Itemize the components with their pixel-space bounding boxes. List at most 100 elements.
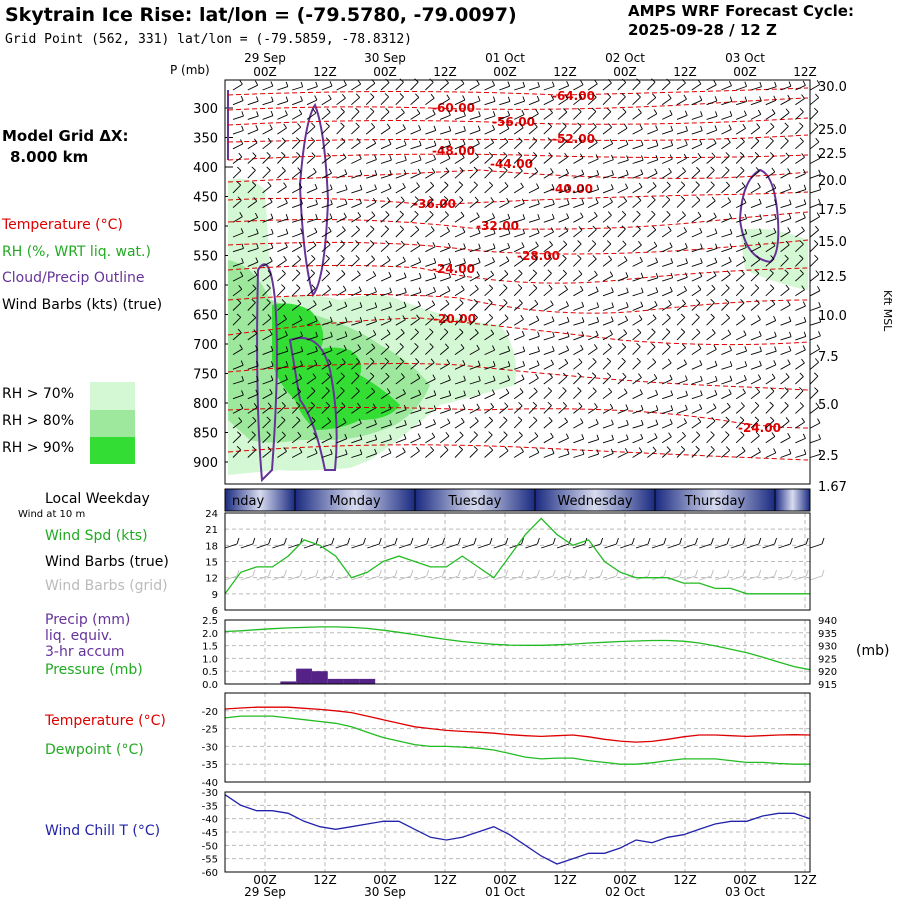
wind-barb-flag xyxy=(784,137,789,142)
wind-barb xyxy=(632,377,642,385)
wind-barb-flag xyxy=(592,387,597,392)
wind-barb-flag xyxy=(670,272,674,278)
wind-barb xyxy=(750,419,760,429)
wind-barb-flag xyxy=(522,346,526,352)
wind-barb-flag xyxy=(325,254,330,259)
wind-barb xyxy=(499,115,510,120)
wind-barb-flag xyxy=(549,373,553,378)
wind-barb xyxy=(647,394,658,400)
wind-barb xyxy=(795,321,807,326)
wind-barb-grid-flag xyxy=(742,569,746,577)
wind-barb xyxy=(410,305,421,311)
wind-barb xyxy=(380,228,389,238)
wind-barb-flag xyxy=(403,404,407,410)
wind-barb-flag xyxy=(473,298,478,304)
wind-barb-flag xyxy=(314,227,318,233)
wind-barb-flag xyxy=(414,210,419,215)
wind-barb xyxy=(469,332,479,341)
wind-barb xyxy=(484,115,496,120)
wind-barb-flag xyxy=(774,346,777,352)
wind-barb xyxy=(809,229,819,238)
wind-chill-tick-label: -50 xyxy=(202,841,218,852)
wind-barb xyxy=(306,405,316,414)
wind-barb xyxy=(765,187,776,194)
wind-barb-flag xyxy=(341,402,346,407)
wind-barb-true-flag xyxy=(616,537,619,545)
wind-barb-flag xyxy=(756,123,761,128)
wind-barb xyxy=(765,86,777,91)
wind-barb xyxy=(543,156,553,164)
wind-barb-flag xyxy=(432,242,436,247)
wind-barb-flag xyxy=(596,449,600,455)
wind-barb xyxy=(735,273,745,282)
wind-barb-flag xyxy=(578,402,583,407)
wind-barb-flag xyxy=(329,345,333,351)
wind-barb-flag xyxy=(787,227,791,232)
wind-barb-flag xyxy=(374,419,377,425)
wind-barb-flag xyxy=(533,122,538,128)
precip-tick-label: 0.5 xyxy=(202,667,218,678)
wind-barb-true-flag xyxy=(457,537,461,545)
wind-barb-flag xyxy=(415,225,420,231)
wind-barb xyxy=(691,156,702,164)
wind-barb-grid xyxy=(367,575,380,581)
wind-barb-flag xyxy=(535,109,539,114)
wind-barb-flag xyxy=(358,418,362,424)
precip-tick-label: 2.5 xyxy=(202,616,218,627)
wind-barb-flag xyxy=(358,330,362,336)
weekday-label: Tuesday xyxy=(448,494,502,509)
wind-barb xyxy=(232,170,242,179)
wind-barb xyxy=(484,247,496,253)
wind-barb-flag xyxy=(711,329,716,334)
wind-barb-flag xyxy=(700,390,703,396)
wind-barb-flag xyxy=(374,448,377,454)
wind-barb xyxy=(365,407,377,414)
wind-barb-flag xyxy=(342,285,347,291)
wind-barb-flag xyxy=(505,256,510,262)
wind-barb xyxy=(469,380,481,385)
bottom-time-label: 12Z xyxy=(793,873,817,887)
wind-barb-flag xyxy=(802,169,806,174)
panel-frame xyxy=(224,619,811,685)
wind-barb xyxy=(395,144,407,150)
wind-barb-flag xyxy=(580,80,584,86)
wind-barb-flag xyxy=(504,314,509,319)
wind-barb-flag xyxy=(726,402,731,408)
wind-barb xyxy=(528,272,538,282)
wind-barb xyxy=(425,362,435,370)
wind-barb-flag xyxy=(755,431,760,437)
wind-barb-flag xyxy=(787,94,791,100)
wind-barb-flag xyxy=(652,446,657,452)
wind-barb-flag xyxy=(474,196,479,201)
wind-barb-flag xyxy=(460,211,465,217)
wind-barb xyxy=(425,199,434,208)
wind-barb-flag xyxy=(713,138,717,144)
wind-barb xyxy=(765,99,777,106)
wind-barb-flag xyxy=(271,228,274,234)
wind-barb-flag xyxy=(314,183,318,189)
wind-barb-flag xyxy=(788,448,792,454)
wind-barb-flag xyxy=(787,432,791,438)
wind-barb-flag xyxy=(521,198,525,204)
wind-barb xyxy=(750,203,762,209)
wind-barb-flag xyxy=(665,328,671,333)
wind-barb xyxy=(721,317,730,326)
wind-barb-flag xyxy=(507,110,511,116)
wind-barb xyxy=(809,390,819,400)
temperature-contour xyxy=(227,134,809,143)
top-time-label: 00Z xyxy=(373,65,397,79)
wind-barb-true-flag xyxy=(331,537,335,545)
wind-barb xyxy=(454,408,466,414)
wind-barb-flag xyxy=(641,287,644,293)
wind-barb-flag xyxy=(813,372,819,377)
wind-barb xyxy=(632,186,643,194)
wind-barb-flag xyxy=(284,198,288,204)
wind-barb xyxy=(602,201,613,208)
wind-barb xyxy=(617,174,629,179)
wind-barb xyxy=(454,231,466,238)
wind-barb-flag xyxy=(236,313,242,318)
wind-barb-flag xyxy=(653,109,658,114)
wind-barb-flag xyxy=(803,316,807,322)
wind-barb-flag xyxy=(403,301,407,307)
wind-barb xyxy=(647,172,658,179)
